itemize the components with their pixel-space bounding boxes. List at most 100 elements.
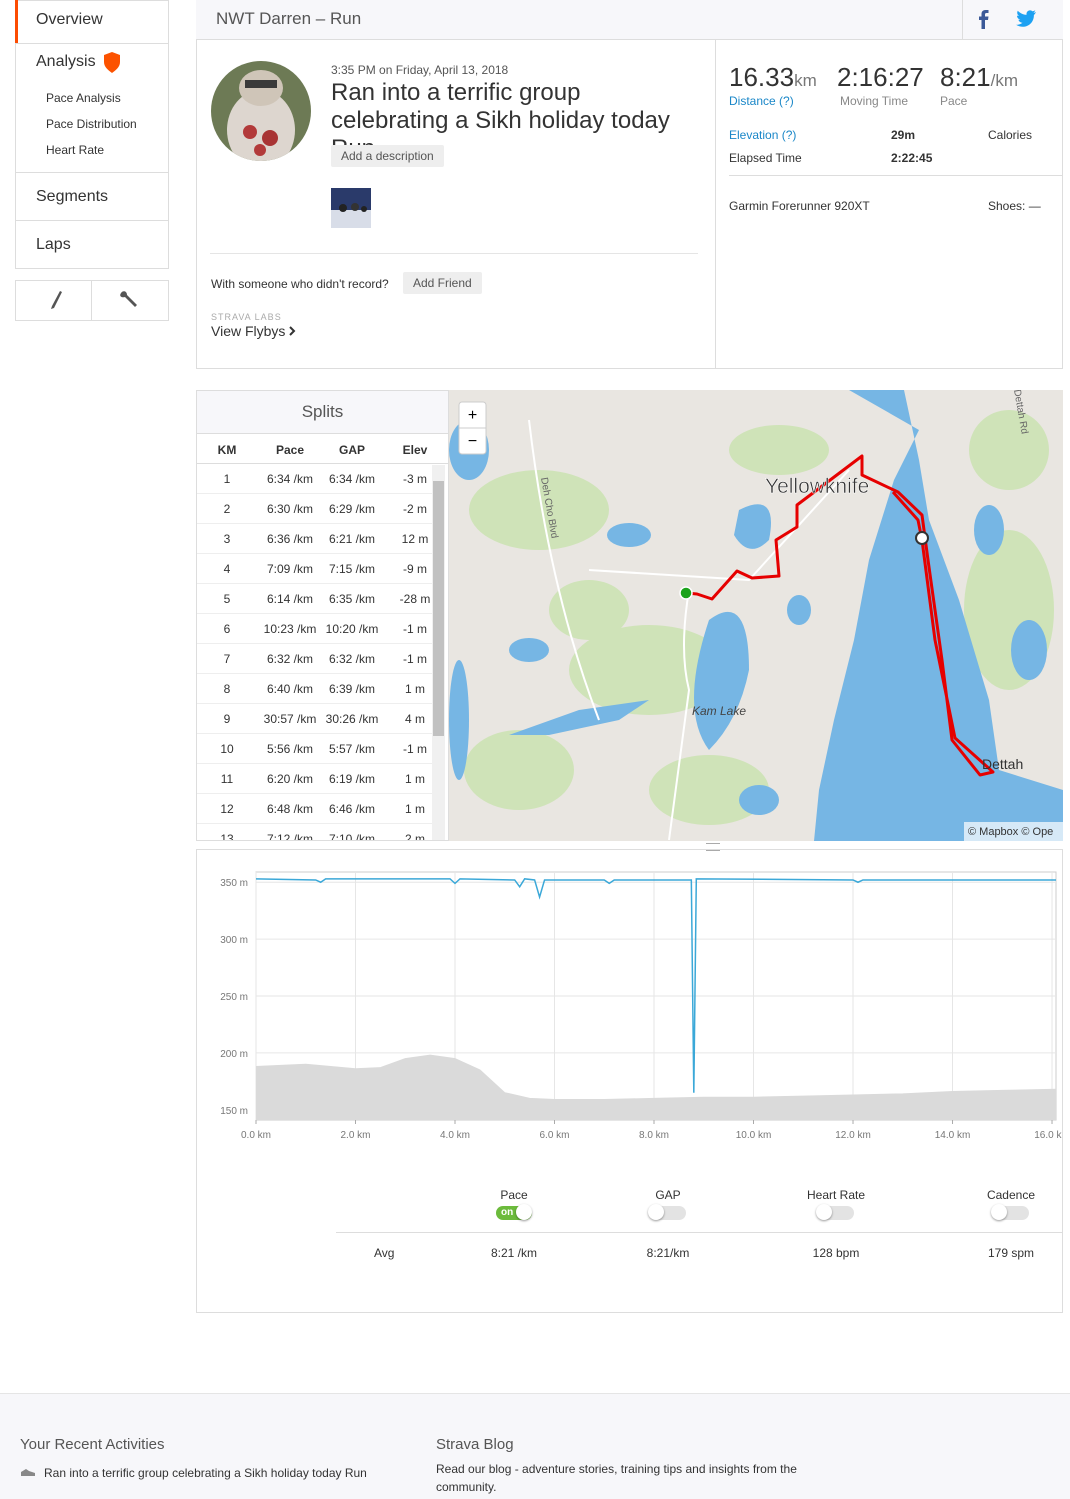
active-indicator: [15, 0, 18, 43]
splits-cell: -1 m: [403, 622, 427, 636]
splits-cell: 6:34 /km: [328, 472, 376, 486]
metric-label: Pace: [500, 1188, 528, 1202]
photo-thumbnail[interactable]: [331, 188, 371, 228]
nav-item[interactable]: Laps: [36, 236, 71, 253]
nav-item[interactable]: Analysis: [36, 53, 96, 70]
footer: [0, 1393, 1070, 1499]
blog-title: Strava Blog: [436, 1436, 514, 1453]
facebook-share[interactable]: [976, 9, 990, 29]
elapsed-value: 2:22:45: [891, 151, 933, 165]
edit-icon[interactable]: [48, 290, 64, 310]
divider: [197, 703, 432, 704]
splits-column-header: Elev: [402, 443, 428, 457]
tools: [15, 280, 169, 321]
pace-label: Pace: [940, 94, 968, 108]
toggle-switch[interactable]: [991, 1204, 1029, 1220]
nav-subitem[interactable]: Heart Rate: [46, 143, 105, 157]
distance-unit: km: [794, 71, 817, 90]
splits-cell: -1 m: [403, 742, 427, 756]
distance-label[interactable]: Distance (?): [729, 94, 794, 108]
splits-cell: 11: [220, 772, 234, 786]
divider: [16, 220, 168, 221]
metric-label: GAP: [655, 1188, 681, 1202]
splits-cell: -3 m: [403, 472, 427, 486]
analysis-panel: [196, 849, 1063, 1313]
metric-toggles: Pace on GAP Heart Rate Cadence Avg 8:21 /km 8:2…: [196, 1180, 1063, 1280]
splits-cell: 12: [220, 802, 234, 816]
splits-cell: 6:30 /km: [266, 502, 314, 516]
splits-cell: 3: [223, 532, 231, 546]
splits-title: Splits: [301, 402, 344, 421]
splits-cell: 10: [220, 742, 234, 756]
map[interactable]: Yellowknife Kam Lake Dettah Deh Cho Blvd…: [449, 390, 1063, 841]
nav-item[interactable]: Segments: [36, 188, 109, 205]
y-tick-label: 200 m: [220, 1049, 248, 1060]
splits-cell: 5: [223, 592, 231, 606]
avg-label: Avg: [374, 1246, 395, 1260]
divider: [91, 281, 92, 320]
x-tick-label: 4.0 km: [440, 1130, 470, 1141]
resize-handle[interactable]: [706, 843, 720, 851]
splits-cell: 6:19 /km: [328, 772, 376, 786]
settings-icon[interactable]: [118, 290, 140, 310]
splits-cell: 6:29 /km: [328, 502, 376, 516]
x-tick-label: 2.0 km: [340, 1130, 370, 1141]
splits-cell: 30:57 /km: [263, 712, 317, 726]
add-friend-button[interactable]: Add Friend: [403, 272, 482, 294]
nav-subitem[interactable]: Pace Distribution: [46, 117, 137, 131]
moving-time-value: 2:16:27: [837, 62, 924, 92]
splits-cell: 6:21 /km: [328, 532, 376, 546]
toggle-switch[interactable]: on: [496, 1204, 532, 1220]
splits-cell: -2 m: [403, 502, 427, 516]
divider: [715, 40, 716, 368]
splits-cell: 5:57 /km: [328, 742, 376, 756]
divider: [197, 733, 432, 734]
divider: [197, 643, 432, 644]
divider: [197, 673, 432, 674]
toggle-knob: [516, 1204, 532, 1220]
toggle-switch[interactable]: [648, 1204, 686, 1220]
splits-cell: 4 m: [404, 712, 425, 726]
splits-cell: 6:40 /km: [266, 682, 314, 696]
divider: [962, 0, 963, 39]
run-icon: [21, 1469, 35, 1476]
moving-time-label: Moving Time: [840, 94, 909, 108]
toggle-switch[interactable]: [816, 1204, 854, 1220]
view-flybys-link[interactable]: View Flybys: [211, 323, 286, 339]
nav-subitem[interactable]: Pace Analysis: [46, 91, 121, 105]
toggle-knob: [991, 1204, 1007, 1220]
recent-activity[interactable]: Ran into a terrific group celebrating a …: [44, 1466, 367, 1480]
premium-shield: [104, 52, 120, 73]
splits-cell: 7:09 /km: [266, 562, 314, 576]
splits-cell: 6:36 /km: [266, 532, 314, 546]
splits-cell: -1 m: [403, 652, 427, 666]
splits-cell: 1 m: [404, 802, 425, 816]
x-tick-label: 10.0 km: [736, 1130, 772, 1141]
add-description-button[interactable]: Add a description: [331, 145, 444, 167]
device: Garmin Forerunner 920XT: [729, 199, 870, 213]
recent-title: Your Recent Activities: [20, 1436, 165, 1453]
splits-table: KM Pace GAP Elev 1 6:34 /km 6:34 /km -3 m 2 6:30 …: [197, 434, 448, 840]
metric-label: Cadence: [986, 1188, 1036, 1202]
nav-item[interactable]: Overview: [36, 11, 103, 28]
avatar[interactable]: [210, 60, 312, 162]
splits-cell: -9 m: [403, 562, 427, 576]
splits-cell: 6:34 /km: [266, 472, 314, 486]
zoom-out[interactable]: −: [468, 433, 477, 450]
calories-label: Calories: [988, 128, 1033, 142]
splits-cell: 6:20 /km: [266, 772, 314, 786]
y-tick-label: 250 m: [220, 992, 248, 1003]
toggle-state: on: [501, 1207, 514, 1218]
splits-cell: 7:15 /km: [328, 562, 376, 576]
splits-cell: 4: [223, 562, 231, 576]
scrollbar-thumb[interactable]: [433, 481, 444, 736]
metric-label: Heart Rate: [806, 1188, 866, 1202]
splits-column-header: Pace: [275, 443, 305, 457]
y-tick-label: 300 m: [220, 935, 248, 946]
twitter-share[interactable]: [1015, 10, 1037, 28]
zoom-in[interactable]: +: [468, 407, 477, 424]
area-line: [255, 1054, 1057, 1101]
elevation-label[interactable]: Elevation (?): [729, 128, 797, 142]
splits-cell: 9: [223, 712, 231, 726]
blog-text: Read our blog - adventure stories, train…: [436, 1462, 797, 1494]
